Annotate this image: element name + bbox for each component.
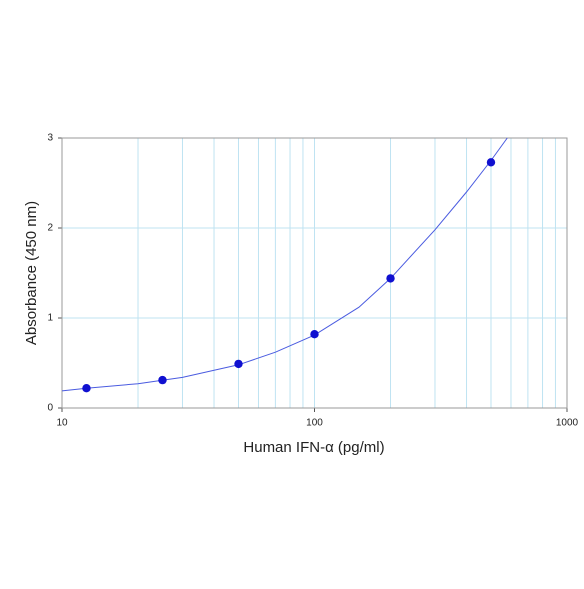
y-tick-label: 2 — [47, 223, 53, 234]
x-tick-label: 1000 — [556, 418, 579, 429]
y-tick-label: 0 — [47, 403, 53, 414]
x-tick-label: 100 — [306, 418, 323, 429]
data-point — [386, 274, 395, 283]
data-point — [82, 384, 91, 393]
data-point — [486, 158, 496, 167]
y-tick-label: 1 — [47, 313, 53, 324]
x-tick-label: 10 — [56, 418, 68, 429]
y-axis-label: Absorbance (450 nm) — [23, 201, 40, 345]
plot-frame — [61, 137, 568, 409]
x-axis-label: Human IFN-α (pg/ml) — [243, 439, 384, 456]
data-point — [234, 359, 243, 369]
y-tick-label: 3 — [47, 133, 53, 144]
data-point — [310, 330, 319, 339]
data-point — [158, 375, 167, 385]
